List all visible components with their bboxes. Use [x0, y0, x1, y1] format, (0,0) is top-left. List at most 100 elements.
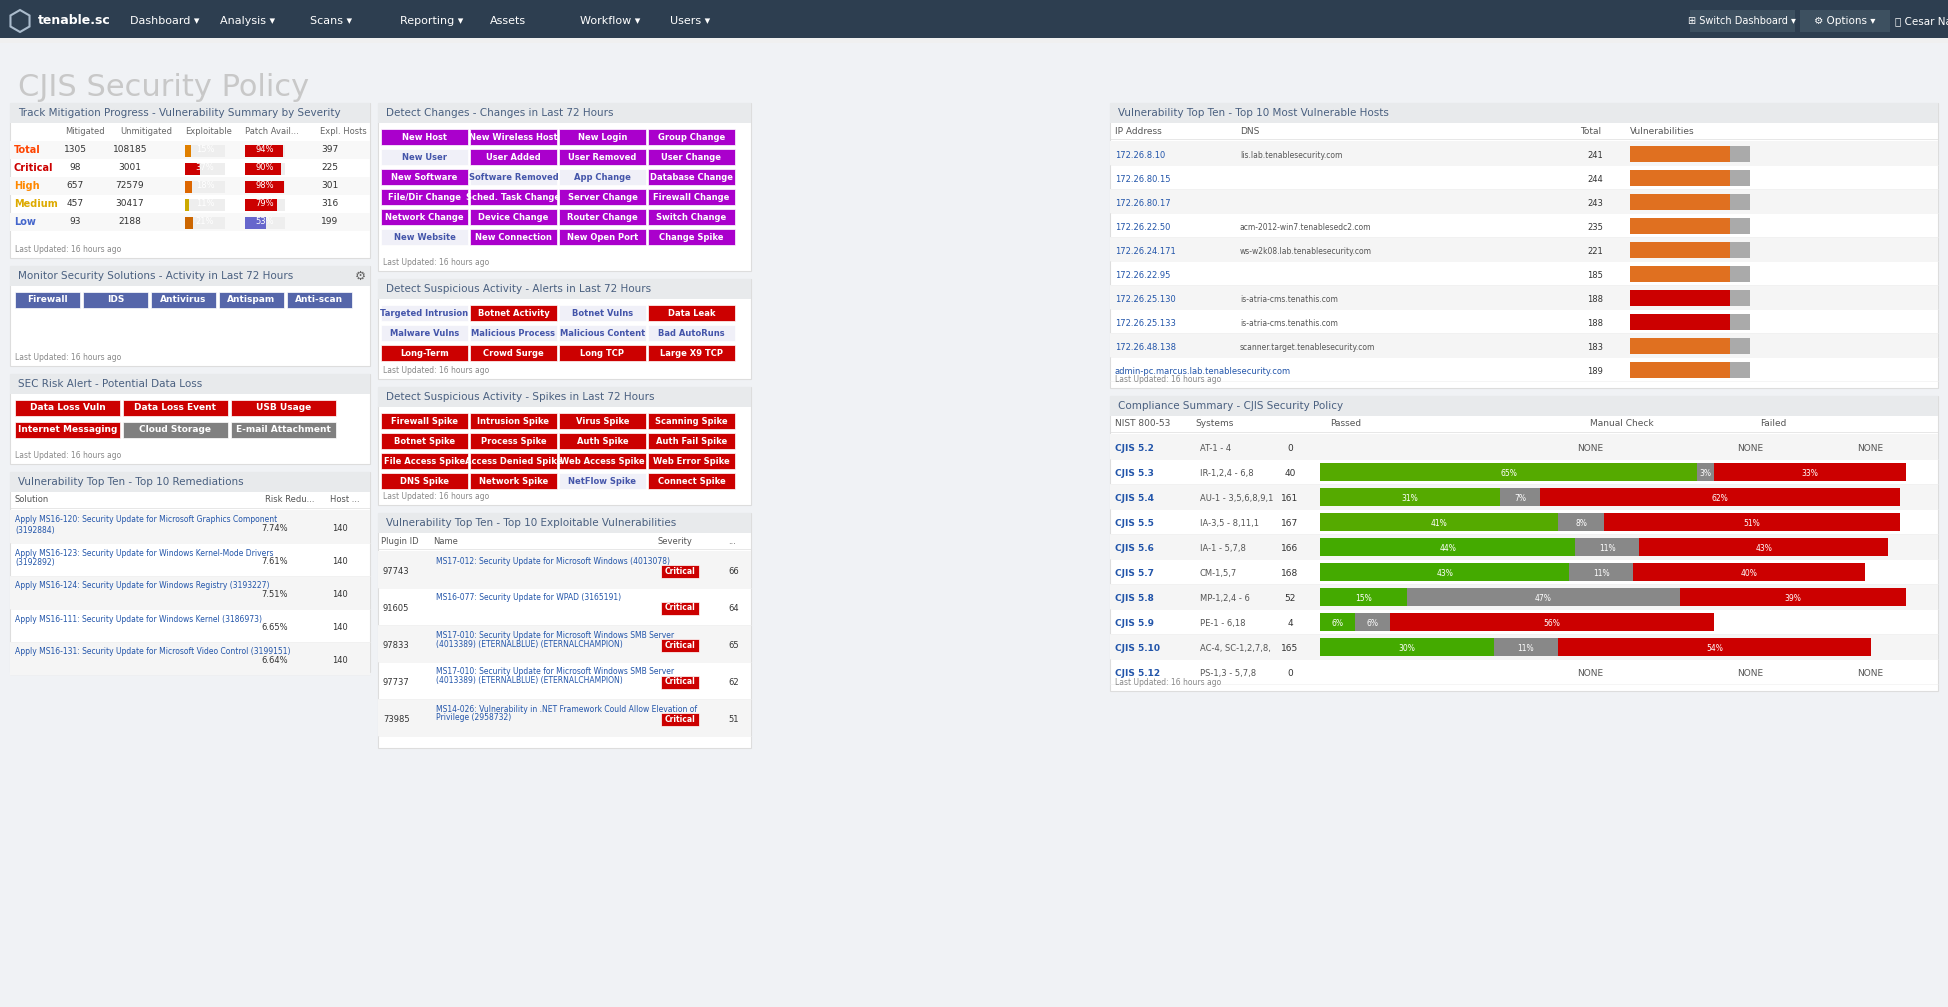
- Text: Manual Check: Manual Check: [1590, 420, 1652, 429]
- Bar: [185, 163, 224, 175]
- Bar: [1629, 314, 1730, 330]
- Bar: [245, 145, 284, 157]
- Bar: [647, 305, 734, 321]
- Text: 172.26.24.171: 172.26.24.171: [1114, 247, 1175, 256]
- Text: Monitor Security Solutions - Activity in Last 72 Hours: Monitor Security Solutions - Activity in…: [18, 271, 292, 281]
- Text: Malware Vulns: Malware Vulns: [390, 328, 460, 337]
- Bar: [660, 565, 699, 577]
- Bar: [1629, 338, 1749, 354]
- Bar: [1629, 194, 1749, 210]
- Text: DNS Spike: DNS Spike: [399, 476, 448, 485]
- Bar: [380, 305, 468, 321]
- Bar: [1110, 634, 1936, 659]
- Bar: [1319, 463, 1697, 481]
- Bar: [1629, 146, 1730, 162]
- Text: Unmitigated: Unmitigated: [121, 127, 171, 136]
- Text: 172.26.22.95: 172.26.22.95: [1114, 271, 1171, 280]
- Text: CJIS 5.6: CJIS 5.6: [1114, 544, 1153, 553]
- Text: 8%: 8%: [1574, 519, 1586, 528]
- Text: Last Updated: 16 hours ago: Last Updated: 16 hours ago: [1114, 375, 1221, 384]
- Bar: [559, 169, 645, 185]
- Text: Last Updated: 16 hours ago: Last Updated: 16 hours ago: [384, 366, 489, 375]
- Text: Last Updated: 16 hours ago: Last Updated: 16 hours ago: [16, 451, 121, 460]
- Bar: [469, 129, 557, 145]
- Bar: [245, 199, 277, 211]
- Text: 40: 40: [1284, 469, 1295, 478]
- Text: 301: 301: [321, 181, 339, 190]
- Text: Antispam: Antispam: [228, 295, 275, 304]
- Text: 43%: 43%: [1755, 544, 1771, 553]
- Text: Detect Suspicious Activity - Spikes in Last 72 Hours: Detect Suspicious Activity - Spikes in L…: [386, 392, 655, 402]
- Bar: [1697, 463, 1714, 481]
- Text: Systems: Systems: [1194, 420, 1233, 429]
- Text: Scans ▾: Scans ▾: [310, 16, 353, 26]
- Bar: [1494, 638, 1556, 656]
- Text: Large X9 TCP: Large X9 TCP: [660, 348, 723, 357]
- Text: acm-2012-win7.tenablesedc2.com: acm-2012-win7.tenablesedc2.com: [1239, 223, 1371, 232]
- Text: is-atria-cms.tenathis.com: is-atria-cms.tenathis.com: [1239, 318, 1336, 327]
- Bar: [10, 472, 370, 672]
- Text: 7%: 7%: [1514, 494, 1525, 504]
- Bar: [1319, 563, 1568, 581]
- Text: Firewall Change: Firewall Change: [653, 192, 729, 201]
- Text: Vulnerabilities: Vulnerabilities: [1629, 127, 1693, 136]
- Text: CJIS 5.7: CJIS 5.7: [1114, 569, 1153, 578]
- Text: 0: 0: [1286, 444, 1292, 453]
- Text: 91605: 91605: [384, 604, 409, 613]
- Text: 40%: 40%: [1740, 569, 1757, 578]
- Text: Solution: Solution: [16, 495, 49, 505]
- Text: NONE: NONE: [1576, 444, 1603, 453]
- Text: App Change: App Change: [575, 172, 631, 181]
- Bar: [1110, 285, 1936, 309]
- Bar: [559, 129, 645, 145]
- Text: Virus Spike: Virus Spike: [575, 417, 629, 426]
- Bar: [1730, 146, 1749, 162]
- Text: 6%: 6%: [1330, 619, 1342, 628]
- Text: Detect Changes - Changes in Last 72 Hours: Detect Changes - Changes in Last 72 Hour…: [386, 108, 614, 118]
- Text: 168: 168: [1280, 569, 1297, 578]
- Text: Patch Avail...: Patch Avail...: [245, 127, 298, 136]
- Bar: [1629, 218, 1730, 234]
- Bar: [1110, 103, 1936, 123]
- Text: 166: 166: [1280, 544, 1297, 553]
- Text: Failed: Failed: [1759, 420, 1786, 429]
- Text: 397: 397: [321, 145, 339, 154]
- Text: AT-1 - 4: AT-1 - 4: [1200, 444, 1231, 453]
- Text: NONE: NONE: [1856, 669, 1882, 678]
- Text: Network Spike: Network Spike: [479, 476, 547, 485]
- Text: 108185: 108185: [113, 145, 148, 154]
- Bar: [10, 374, 370, 394]
- Bar: [380, 149, 468, 165]
- Text: High: High: [14, 181, 39, 191]
- Text: Vulnerability Top Ten - Top 10 Most Vulnerable Hosts: Vulnerability Top Ten - Top 10 Most Vuln…: [1118, 108, 1389, 118]
- Bar: [10, 576, 370, 609]
- Text: CJIS 5.10: CJIS 5.10: [1114, 644, 1159, 653]
- Text: 189: 189: [1586, 367, 1601, 376]
- Bar: [378, 513, 750, 533]
- Text: CJIS 5.5: CJIS 5.5: [1114, 519, 1153, 528]
- Text: MS17-012: Security Update for Microsoft Windows (4013078): MS17-012: Security Update for Microsoft …: [436, 557, 670, 566]
- Bar: [1730, 194, 1749, 210]
- Bar: [10, 642, 370, 675]
- Text: File/Dir Change: File/Dir Change: [388, 192, 462, 201]
- Bar: [10, 103, 370, 258]
- Bar: [469, 453, 557, 469]
- Text: Last Updated: 16 hours ago: Last Updated: 16 hours ago: [384, 492, 489, 501]
- Text: NetFlow Spike: NetFlow Spike: [569, 476, 637, 485]
- Bar: [660, 676, 699, 689]
- Text: 👤 Cesar Navas: 👤 Cesar Navas: [1893, 16, 1948, 26]
- Text: 62%: 62%: [1710, 494, 1728, 504]
- Bar: [1603, 513, 1899, 531]
- Bar: [1539, 488, 1899, 506]
- Bar: [647, 129, 734, 145]
- Text: tenable.sc: tenable.sc: [37, 14, 111, 27]
- Text: Anti-scan: Anti-scan: [296, 295, 343, 304]
- Text: scanner.target.tenablesecurity.com: scanner.target.tenablesecurity.com: [1239, 342, 1375, 351]
- Text: 140: 140: [331, 557, 347, 566]
- Bar: [378, 103, 750, 123]
- Text: NONE: NONE: [1856, 444, 1882, 453]
- Bar: [1110, 584, 1936, 609]
- Bar: [0, 0, 1948, 38]
- Text: 244: 244: [1586, 174, 1601, 183]
- Text: IP Address: IP Address: [1114, 127, 1161, 136]
